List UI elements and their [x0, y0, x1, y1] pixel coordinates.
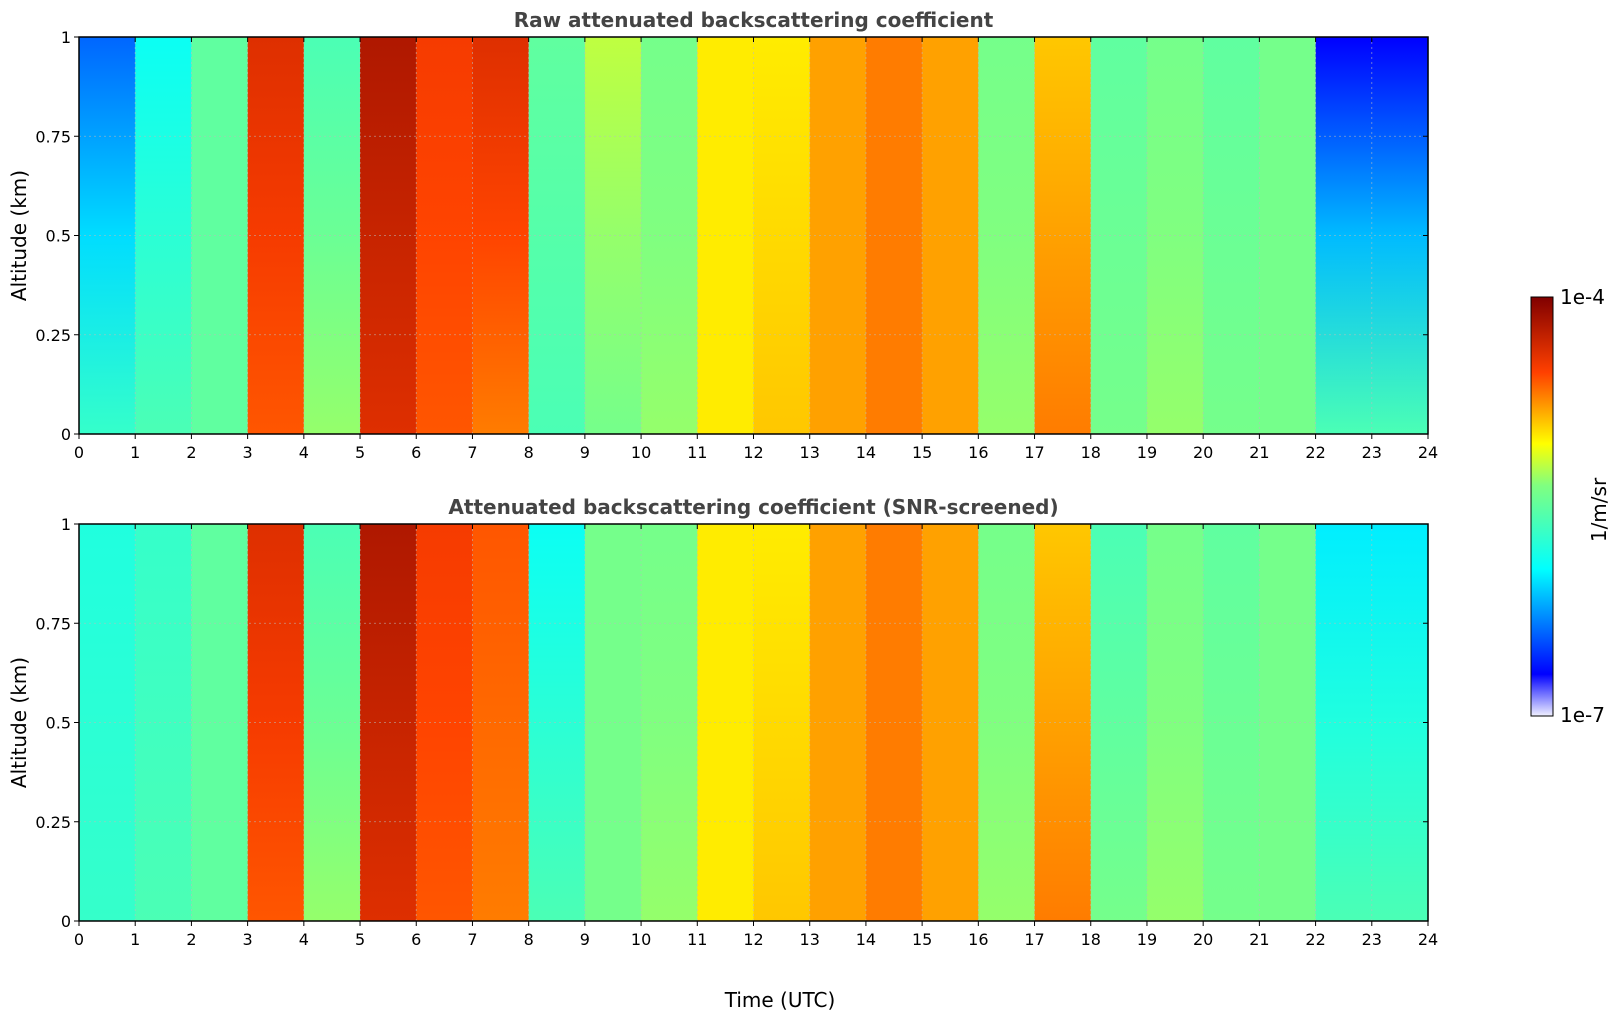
heatmap-cell	[584, 524, 642, 921]
x-tick-label: 9	[580, 443, 590, 462]
x-tick-label: 11	[687, 443, 707, 462]
y-tick-label: 0.75	[35, 127, 71, 146]
x-tick-label: 18	[1081, 443, 1101, 462]
y-tick-label: 0	[61, 425, 71, 444]
y-tick-label: 0.75	[35, 614, 71, 633]
heatmap-cell	[1259, 37, 1317, 434]
heatmap-cell	[528, 37, 586, 434]
x-tick-label: 22	[1305, 443, 1325, 462]
x-tick-label: 20	[1193, 930, 1213, 949]
x-tick-label: 22	[1305, 930, 1325, 949]
x-tick-label: 3	[243, 930, 253, 949]
x-tick-label: 7	[467, 930, 477, 949]
x-tick-label: 5	[355, 930, 365, 949]
x-tick-label: 5	[355, 443, 365, 462]
x-tick-label: 8	[524, 443, 534, 462]
x-tick-label: 8	[524, 930, 534, 949]
y-axis-label: Altitude (km)	[7, 657, 31, 788]
x-tick-label: 12	[743, 930, 763, 949]
x-tick-label: 1	[130, 930, 140, 949]
heatmap-cell	[1203, 524, 1260, 921]
y-tick-label: 0.25	[35, 813, 71, 832]
heatmap-cell	[1034, 37, 1092, 434]
screened-backscatter-panel: 0 1 2 3 4 5 6 7 8 9 10 11 12 13 14 15 16 17 18 19 20 21 22 23 24…	[7, 495, 1438, 949]
x-axis-label: Time (UTC)	[724, 988, 836, 1012]
panel-title: Attenuated backscattering coefficient (S…	[448, 495, 1058, 519]
x-tick-label: 14	[856, 930, 876, 949]
x-tick-label: 14	[856, 443, 876, 462]
x-tick-label: 4	[299, 443, 309, 462]
x-tick-label: 7	[467, 443, 477, 462]
x-tick-label: 13	[800, 930, 820, 949]
x-tick-label: 16	[968, 930, 988, 949]
y-tick-label: 1	[61, 28, 71, 47]
heatmap-cell	[1034, 524, 1092, 921]
x-tick-label: 23	[1362, 443, 1382, 462]
raw-backscatter-panel: 0 1 2 3 4 5 6 7 8 9 10 11 12 13 14 15 16 17 18 19 20 21 22 23 24…	[7, 8, 1438, 462]
heatmap-cell	[809, 37, 867, 434]
colorbar-scale	[1530, 296, 1554, 717]
x-tick-label: 1	[130, 443, 140, 462]
x-tick-label: 18	[1081, 930, 1101, 949]
x-tick-label: 15	[912, 930, 932, 949]
x-tick-label: 17	[1024, 930, 1044, 949]
x-tick-label: 24	[1418, 930, 1438, 949]
y-tick-label: 0.5	[46, 714, 71, 733]
x-tick-label: 21	[1249, 930, 1269, 949]
heatmap-cell	[978, 37, 1036, 434]
y-axis-label: Altitude (km)	[7, 170, 31, 301]
x-tick-label: 4	[299, 930, 309, 949]
x-tick-label: 6	[411, 443, 421, 462]
x-tick-label: 20	[1193, 443, 1213, 462]
x-tick-label: 6	[411, 930, 421, 949]
colorbar-max-label: 1e-4	[1560, 285, 1605, 309]
heatmap-cell	[360, 524, 417, 921]
heatmap-cell	[584, 37, 642, 434]
panel-title: Raw attenuated backscattering coefficien…	[514, 8, 994, 32]
heatmap-cell	[79, 524, 136, 921]
x-tick-label: 10	[631, 443, 651, 462]
colorbar-min-label: 1e-7	[1560, 703, 1605, 727]
x-tick-label: 11	[687, 930, 707, 949]
x-tick-label: 15	[912, 443, 932, 462]
heatmap-cell	[528, 524, 586, 921]
heatmap-cell	[135, 524, 193, 921]
y-tick-label: 1	[61, 515, 71, 534]
x-tick-label: 10	[631, 930, 651, 949]
x-tick-label: 19	[1137, 443, 1157, 462]
y-tick-label: 0.25	[35, 326, 71, 345]
y-tick-label: 0.5	[46, 227, 71, 246]
x-tick-label: 0	[74, 443, 84, 462]
heatmap-cell	[135, 37, 193, 434]
x-tick-label: 21	[1249, 443, 1269, 462]
x-tick-label: 0	[74, 930, 84, 949]
x-tick-label: 12	[743, 443, 763, 462]
x-tick-label: 2	[186, 443, 196, 462]
heatmap-cell	[1259, 524, 1317, 921]
heatmap-cell	[809, 524, 867, 921]
colorbar-label: 1/m/sr	[1587, 477, 1611, 542]
y-tick-label: 0	[61, 912, 71, 931]
heatmap-cell	[303, 524, 361, 921]
heatmap-cell	[753, 524, 811, 921]
x-tick-label: 9	[580, 930, 590, 949]
x-tick-label: 24	[1418, 443, 1438, 462]
x-tick-label: 13	[800, 443, 820, 462]
x-tick-label: 2	[186, 930, 196, 949]
colorbar: 1e-4 1e-7 1/m/sr	[1530, 285, 1611, 727]
x-tick-label: 17	[1024, 443, 1044, 462]
x-tick-label: 3	[243, 443, 253, 462]
heatmap-cell	[978, 524, 1036, 921]
x-tick-label: 19	[1137, 930, 1157, 949]
x-tick-label: 23	[1362, 930, 1382, 949]
x-tick-label: 16	[968, 443, 988, 462]
heatmap-cell	[1203, 37, 1260, 434]
heatmap-cell	[360, 37, 417, 434]
heatmap-cell	[303, 37, 361, 434]
heatmap-cell	[79, 37, 136, 434]
heatmap-cell	[753, 37, 811, 434]
